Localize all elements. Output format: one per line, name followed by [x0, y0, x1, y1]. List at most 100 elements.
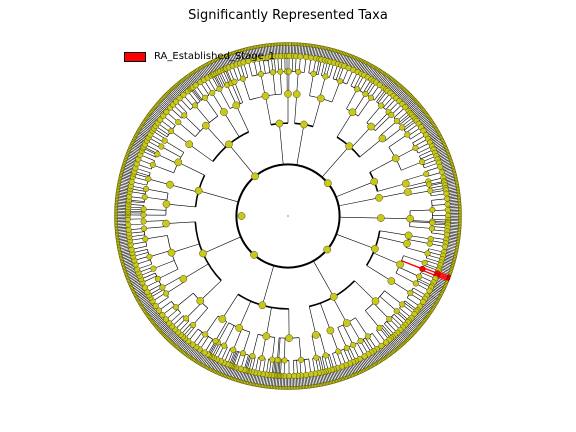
taxon-node: [424, 250, 431, 257]
branch-line: [351, 126, 372, 149]
branch-line: [366, 265, 392, 282]
branch-line: [372, 112, 389, 129]
taxon-node: [185, 140, 194, 149]
branch-line: [242, 78, 251, 101]
taxon-node: [237, 212, 246, 220]
taxon-node: [201, 94, 209, 101]
branch-line: [405, 247, 428, 254]
branch-line: [262, 265, 275, 306]
branch-line: [278, 337, 281, 361]
branch-line: [355, 317, 369, 337]
taxon-node: [261, 92, 270, 100]
taxon-node: [386, 316, 393, 323]
taxon-node: [262, 332, 271, 341]
taxon-node: [388, 111, 395, 119]
branch-line: [233, 328, 243, 350]
branch-line: [215, 321, 227, 342]
branch-line: [236, 105, 249, 132]
branch-line: [252, 334, 259, 357]
taxon-node: [382, 339, 389, 346]
taxon-node: [399, 124, 406, 131]
branch-line: [272, 337, 276, 360]
taxon-node: [426, 240, 433, 247]
branch-line: [373, 302, 390, 320]
branch-line: [175, 292, 194, 308]
taxon-node: [336, 78, 344, 85]
taxon-node: [128, 246, 135, 253]
branch-line: [378, 236, 408, 244]
branch-line: [339, 216, 381, 219]
taxon-node: [154, 275, 161, 282]
taxon-node: [143, 185, 150, 192]
taxon-node: [202, 331, 209, 338]
branch-line: [280, 71, 282, 95]
taxon-node: [426, 287, 433, 294]
taxon-node: [401, 179, 410, 188]
taxon-node: [375, 193, 383, 202]
branch-line: [377, 183, 406, 192]
branch-line: [388, 134, 408, 148]
taxon-node: [152, 302, 159, 309]
taxon-node: [427, 187, 434, 194]
taxon-node: [141, 194, 148, 201]
taxon-node: [361, 353, 368, 360]
branch-line: [153, 260, 175, 269]
branch-line: [143, 208, 167, 211]
branch-line: [308, 306, 317, 335]
branch-line: [409, 209, 433, 212]
taxon-node: [251, 172, 259, 181]
taxon-node: [154, 151, 161, 158]
taxon-node: [142, 235, 149, 243]
branch-line: [152, 164, 174, 174]
taxon-node: [239, 350, 246, 357]
branch-line: [178, 121, 196, 137]
branch-line: [346, 89, 358, 109]
taxon-node: [324, 179, 332, 188]
taxon-node: [194, 186, 203, 195]
taxon-node: [441, 243, 449, 250]
taxon-node: [404, 231, 413, 240]
taxon-node: [423, 170, 430, 178]
branch-line: [284, 338, 286, 361]
branch-line: [369, 158, 396, 173]
taxon-node: [444, 206, 451, 214]
taxon-node: [350, 341, 357, 348]
taxon-node: [146, 253, 153, 260]
branch-line: [171, 243, 200, 253]
taxon-node: [235, 324, 243, 332]
branch-line: [365, 310, 380, 329]
branch-line: [219, 88, 231, 109]
branch-line: [357, 97, 372, 117]
taxon-node: [181, 112, 188, 119]
branch-line: [401, 161, 423, 171]
taxon-node: [209, 89, 216, 97]
taxon-node: [285, 334, 293, 342]
taxon-node: [221, 342, 228, 349]
branch-line: [231, 82, 241, 104]
branch-line: [354, 280, 376, 302]
taxon-node: [362, 90, 369, 98]
branch-line: [169, 184, 199, 193]
branch-line: [331, 81, 341, 103]
branch-line: [157, 268, 179, 280]
branch-line: [379, 120, 398, 137]
taxon-node: [312, 331, 320, 339]
branch-line: [336, 233, 376, 250]
taxon-node: [376, 324, 383, 331]
taxon-node: [425, 181, 433, 188]
branch-line: [342, 324, 354, 346]
taxon-node: [443, 195, 451, 202]
taxon-node: [141, 284, 148, 291]
taxon-node: [258, 301, 267, 310]
taxon-node: [419, 298, 427, 305]
taxon-node: [329, 292, 338, 301]
branch-line: [146, 188, 169, 194]
taxon-node: [145, 175, 152, 182]
taxon-node: [168, 128, 175, 135]
taxon-node: [399, 301, 406, 308]
taxon-node: [161, 137, 168, 144]
taxon-node: [370, 177, 379, 186]
legend-label: RA_Established_Stage_1: [154, 51, 276, 62]
taxon-node: [150, 265, 157, 272]
